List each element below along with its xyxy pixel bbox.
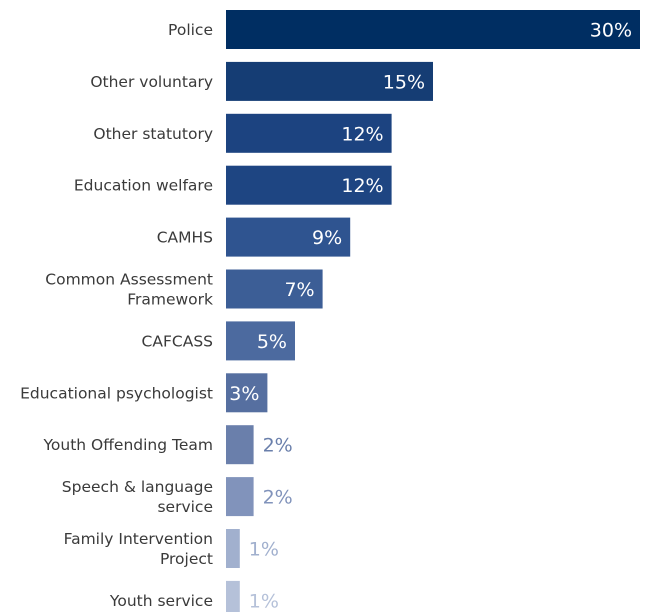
bar-7 bbox=[226, 373, 268, 413]
category-label-7: Educational psychologist bbox=[20, 384, 213, 402]
category-label-line: Common Assessment bbox=[45, 271, 213, 289]
category-label-line: service bbox=[157, 498, 213, 516]
value-label-10: 1% bbox=[249, 539, 279, 561]
category-label-line: CAMHS bbox=[157, 229, 213, 247]
category-label-11: Youth service bbox=[109, 592, 213, 610]
bar-0 bbox=[226, 10, 640, 49]
category-label-4: CAMHS bbox=[157, 229, 213, 247]
category-label-line: Education welfare bbox=[74, 177, 213, 195]
category-label-3: Education welfare bbox=[74, 177, 213, 195]
value-label-2: 12% bbox=[341, 123, 383, 145]
bar-8 bbox=[226, 425, 254, 465]
category-label-1: Other voluntary bbox=[90, 73, 213, 91]
bar-10 bbox=[226, 529, 240, 568]
category-label-line: Police bbox=[168, 21, 213, 39]
value-label-3: 12% bbox=[341, 175, 383, 197]
value-label-9: 2% bbox=[263, 487, 293, 509]
value-label-0: 30% bbox=[590, 20, 632, 42]
category-label-0: Police bbox=[168, 21, 213, 39]
category-label-line: Other voluntary bbox=[90, 73, 213, 91]
category-label-line: Youth Offending Team bbox=[43, 436, 214, 454]
bar-3 bbox=[226, 165, 392, 205]
value-label-1: 15% bbox=[383, 71, 425, 93]
category-label-line: Project bbox=[160, 550, 213, 568]
category-label-line: Framework bbox=[127, 291, 213, 309]
bar-4 bbox=[226, 217, 351, 257]
value-labels: 30% 15% 12% 12% 9% 7% 5% 3% 2% 2% 1% 1% bbox=[229, 20, 632, 612]
bar-6 bbox=[226, 321, 295, 361]
value-label-4: 9% bbox=[312, 227, 342, 249]
value-label-11: 1% bbox=[249, 590, 279, 612]
category-label-line: Family Intervention bbox=[64, 530, 213, 548]
category-label-10: Family Intervention Project bbox=[64, 530, 213, 568]
value-label-6: 5% bbox=[257, 331, 287, 353]
category-label-line: Educational psychologist bbox=[20, 384, 213, 402]
category-label-5: Common Assessment Framework bbox=[45, 271, 213, 309]
category-label-6: CAFCASS bbox=[142, 332, 213, 350]
value-label-7: 3% bbox=[229, 383, 259, 405]
category-label-line: CAFCASS bbox=[142, 332, 213, 350]
category-labels: Police Other voluntary Other statutory Educ… bbox=[20, 21, 213, 610]
category-label-8: Youth Offending Team bbox=[43, 436, 214, 454]
category-label-9: Speech & language service bbox=[62, 478, 213, 516]
bar-2 bbox=[226, 113, 392, 153]
bar-11 bbox=[226, 580, 240, 612]
value-label-5: 7% bbox=[284, 279, 314, 301]
bars bbox=[226, 10, 640, 612]
bar-1 bbox=[226, 61, 433, 101]
category-label-line: Other statutory bbox=[93, 125, 213, 143]
category-label-line: Speech & language bbox=[62, 478, 213, 496]
category-label-line: Youth service bbox=[109, 592, 213, 610]
value-label-8: 2% bbox=[263, 435, 293, 457]
bar-5 bbox=[226, 269, 323, 309]
category-label-2: Other statutory bbox=[93, 125, 213, 143]
bar-9 bbox=[226, 477, 254, 517]
